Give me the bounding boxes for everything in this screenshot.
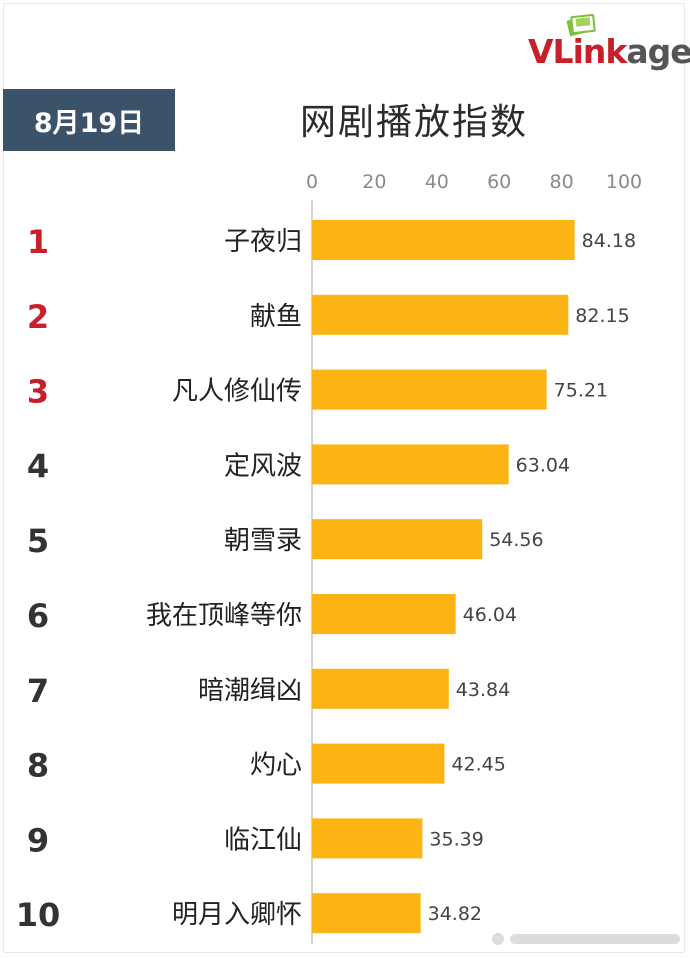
rank-number: 4 — [27, 447, 49, 485]
bar — [312, 444, 509, 485]
rank-number: 6 — [27, 597, 49, 635]
bar — [312, 220, 575, 260]
image-frame — [3, 3, 685, 953]
category-label: 明月入卿怀 — [172, 900, 302, 930]
category-label: 暗潮缉凶 — [198, 676, 302, 706]
date-badge: 8月19日 — [3, 89, 175, 151]
vlinkage-logo: VLinkage — [528, 12, 690, 74]
rank-number: 3 — [27, 373, 49, 411]
category-label: 献鱼 — [250, 302, 302, 332]
value-label: 84.18 — [582, 230, 636, 252]
bar — [312, 893, 421, 934]
bar — [312, 668, 449, 709]
rank-number: 5 — [27, 522, 49, 560]
value-label: 75.21 — [554, 380, 608, 402]
x-tick-label: 40 — [425, 171, 449, 193]
x-tick-label: 100 — [606, 171, 642, 193]
rank-number: 9 — [27, 821, 49, 859]
category-label: 灼心 — [250, 751, 302, 781]
rank-number: 1 — [27, 223, 49, 261]
value-label: 54.56 — [489, 529, 543, 551]
x-tick-label: 80 — [550, 171, 574, 193]
value-label: 82.15 — [575, 305, 629, 327]
category-label: 临江仙 — [224, 825, 302, 855]
logo-cards-icon — [566, 13, 596, 37]
bar — [312, 594, 456, 634]
value-label: 34.82 — [428, 903, 482, 925]
bar — [312, 818, 423, 859]
category-label: 子夜归 — [224, 227, 302, 257]
value-label: 42.45 — [451, 754, 505, 776]
bar — [312, 519, 483, 560]
value-label: 46.04 — [463, 604, 517, 626]
chart-title: 网剧播放指数 — [300, 102, 529, 143]
watermark-dots — [492, 933, 680, 945]
rank-number: 10 — [16, 896, 61, 934]
rank-number: 2 — [27, 298, 49, 336]
x-tick-label: 20 — [362, 171, 386, 193]
bar — [312, 294, 569, 335]
category-label: 我在顶峰等你 — [146, 601, 302, 631]
x-tick-label: 0 — [306, 171, 318, 193]
bar — [312, 743, 445, 784]
logo-text: VLinkage — [528, 32, 690, 71]
rank-number: 7 — [27, 672, 49, 710]
date-label: 8月19日 — [33, 107, 145, 139]
value-label: 43.84 — [456, 679, 510, 701]
value-label: 35.39 — [429, 828, 483, 850]
category-label: 朝雪录 — [224, 526, 302, 556]
value-label: 63.04 — [516, 454, 570, 476]
category-label: 定风波 — [224, 451, 302, 481]
x-tick-label: 60 — [487, 171, 511, 193]
rank-number: 8 — [27, 747, 49, 785]
bar — [312, 369, 547, 410]
category-label: 凡人修仙传 — [172, 377, 302, 407]
